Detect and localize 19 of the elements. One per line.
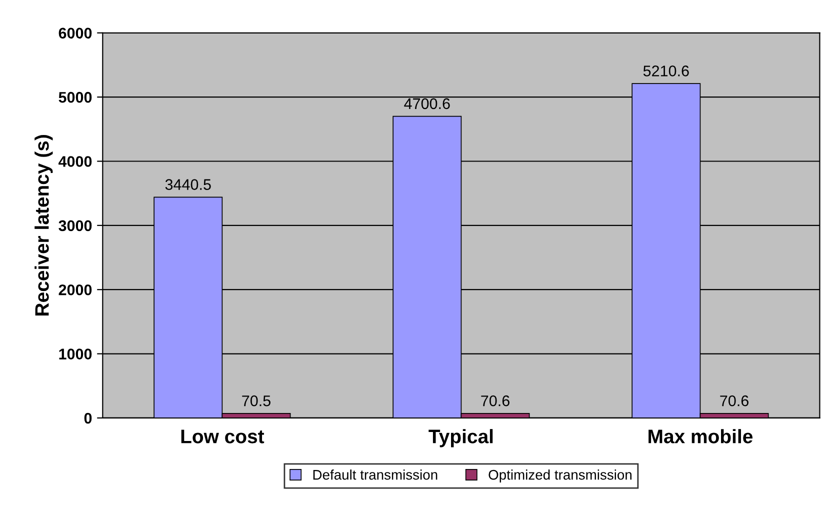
y-tick-label: 5000 [58,92,92,103]
y-tick-label: 6000 [58,28,92,39]
y-tick-label: 4000 [58,156,92,167]
y-tick-label: 0 [84,412,92,424]
data-label: 5210.6 [643,66,689,76]
data-label: 70.6 [481,395,510,406]
y-tick-label: 1000 [59,348,92,360]
x-tick-label: Typical [428,429,493,448]
data-label: 70.5 [242,395,270,406]
y-axis-title: Receiver latency (s) [34,135,53,316]
y-tick-label: 2000 [58,284,92,296]
data-label: 4700.6 [404,98,450,110]
x-tick-label: Low cost [181,430,264,444]
y-tick-label: 3000 [58,220,92,232]
legend-label: Default transmission [313,470,438,480]
data-label: 3440.5 [165,179,211,190]
x-tick-label: Max mobile [648,429,752,444]
legend-label: Optimized transmission [488,470,632,482]
data-label: 70.6 [720,395,748,406]
